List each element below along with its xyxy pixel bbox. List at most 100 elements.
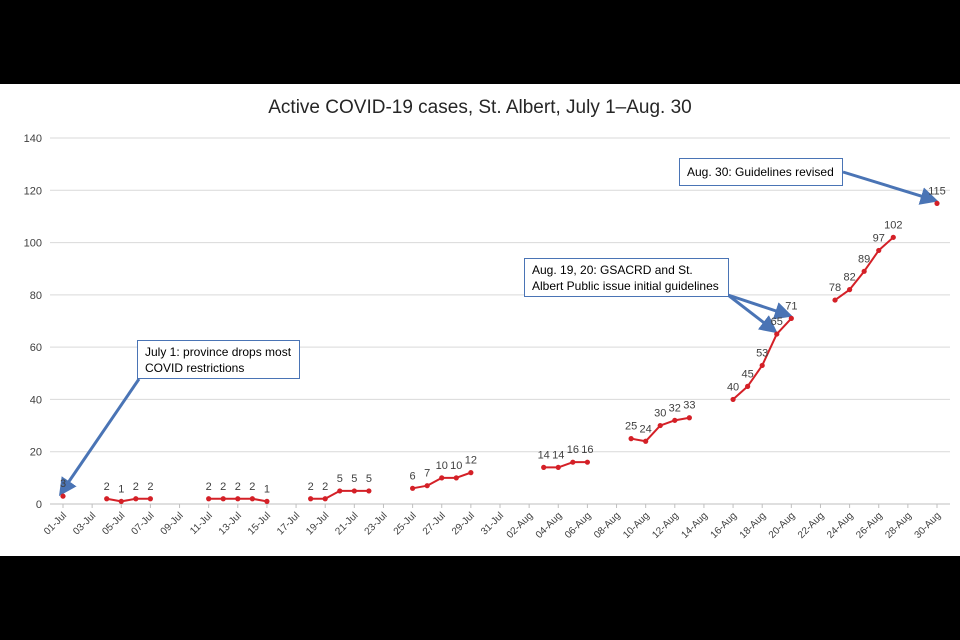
data-label-2021-07-07: 2 — [147, 481, 153, 493]
data-point-2021-08-17 — [745, 383, 751, 389]
data-point-2021-07-11 — [206, 496, 212, 502]
data-point-2021-07-12 — [220, 496, 226, 502]
data-label-2021-08-23: 78 — [829, 282, 841, 294]
data-point-2021-08-12 — [672, 417, 678, 423]
x-tick-label-26-Aug: 26-Aug — [854, 510, 885, 541]
data-label-2021-07-13: 2 — [235, 481, 241, 493]
x-tick-label-04-Aug: 04-Aug — [534, 510, 565, 541]
data-label-2021-07-22: 5 — [366, 473, 372, 485]
data-label-2021-07-11: 2 — [206, 481, 212, 493]
x-tick-label-27-Jul: 27-Jul — [421, 510, 448, 537]
annotation-arrow-1-1 — [727, 293, 793, 320]
data-point-2021-08-26 — [876, 247, 882, 254]
x-tick-label-23-Jul: 23-Jul — [363, 510, 390, 537]
x-tick-label-25-Jul: 25-Jul — [392, 510, 419, 537]
data-point-2021-07-19 — [322, 496, 328, 502]
x-tick-label-24-Aug: 24-Aug — [825, 510, 856, 541]
x-tick-label-02-Aug: 02-Aug — [505, 510, 536, 541]
data-label-2021-08-10: 24 — [640, 423, 652, 435]
data-label-2021-07-15: 1 — [264, 483, 270, 495]
annotation-arrows — [58, 170, 939, 497]
data-point-2021-07-27 — [439, 475, 445, 481]
x-tick-label-05-Jul: 05-Jul — [100, 510, 127, 537]
data-point-2021-07-14 — [249, 496, 255, 502]
data-point-2021-08-18 — [759, 362, 765, 369]
data-point-2021-08-25 — [861, 268, 867, 274]
x-tick-label-03-Jul: 03-Jul — [71, 510, 98, 537]
data-label-2021-07-20: 5 — [337, 473, 343, 485]
data-label-2021-07-06: 2 — [133, 481, 139, 493]
data-label-2021-07-05: 1 — [118, 483, 124, 495]
data-label-2021-07-19: 2 — [322, 481, 328, 493]
data-point-2021-07-13 — [235, 496, 241, 502]
data-point-2021-08-11 — [657, 422, 663, 429]
gridlines — [50, 137, 950, 505]
data-point-2021-08-19 — [774, 331, 780, 337]
x-tick-label-11-Jul: 11-Jul — [188, 510, 215, 537]
x-tick-label-16-Aug: 16-Aug — [709, 510, 740, 541]
x-tick-label-14-Aug: 14-Aug — [679, 510, 710, 541]
data-label-2021-08-19: 65 — [771, 316, 783, 328]
x-tick-label-20-Aug: 20-Aug — [767, 510, 798, 541]
data-label-2021-08-18: 53 — [756, 347, 768, 359]
data-point-2021-08-05 — [570, 459, 576, 465]
data-label-2021-07-18: 2 — [308, 481, 314, 493]
chart: Active COVID-19 cases, St. Albert, July … — [24, 97, 950, 541]
x-tick-label-29-Jul: 29-Jul — [450, 510, 477, 537]
data-label-2021-08-25: 89 — [858, 253, 870, 265]
data-point-2021-08-06 — [584, 459, 591, 465]
x-tick-label-30-Aug: 30-Aug — [913, 510, 944, 541]
data-point-2021-07-05 — [118, 498, 124, 504]
data-point-2021-07-22 — [366, 488, 372, 494]
chart-title: Active COVID-19 cases, St. Albert, July … — [268, 97, 691, 118]
data-point-2021-07-04 — [104, 496, 110, 502]
data-label-2021-07-14: 2 — [249, 481, 255, 493]
data-label-2021-07-04: 2 — [104, 481, 110, 493]
x-tick-label-17-Jul: 17-Jul — [275, 510, 302, 537]
data-label-2021-07-27: 10 — [436, 460, 448, 472]
y-tick-label-40: 40 — [30, 394, 42, 406]
data-point-2021-08-30 — [934, 200, 940, 206]
x-tick-label-09-Jul: 09-Jul — [159, 510, 186, 537]
data-label-2021-07-21: 5 — [351, 473, 357, 485]
data-point-2021-08-27 — [890, 234, 896, 240]
y-tick-label-140: 140 — [24, 133, 42, 145]
annotation-arrow-1-0 — [727, 293, 778, 334]
data-point-2021-08-09 — [628, 436, 634, 442]
callout-aug19: Aug. 19, 20: GSACRD and St. Albert Publi… — [524, 258, 729, 297]
data-label-2021-08-05: 16 — [567, 444, 579, 456]
data-point-2021-07-18 — [308, 496, 314, 502]
data-label-2021-08-13: 33 — [683, 400, 695, 412]
data-point-2021-07-20 — [337, 488, 343, 494]
data-label-2021-08-20: 71 — [785, 300, 797, 312]
data-label-2021-08-26: 97 — [873, 232, 885, 244]
data-label-2021-08-06: 16 — [581, 444, 593, 456]
data-point-2021-07-21 — [351, 488, 357, 494]
data-point-2021-08-04 — [555, 464, 561, 470]
annotation-arrow-2-0 — [842, 170, 939, 205]
y-tick-label-80: 80 — [30, 290, 42, 302]
data-point-2021-08-13 — [686, 415, 692, 421]
data-point-2021-07-28 — [453, 475, 459, 481]
data-label-2021-08-17: 45 — [742, 368, 754, 380]
data-point-2021-08-10 — [643, 438, 649, 444]
data-label-2021-08-27: 102 — [884, 219, 902, 231]
callout-july1-text: July 1: province drops most COVID restri… — [145, 345, 292, 375]
data-label-2021-07-12: 2 — [220, 481, 226, 493]
y-tick-label-120: 120 — [24, 185, 42, 197]
y-tick-label-20: 20 — [30, 447, 42, 459]
data-label-2021-07-28: 10 — [450, 460, 462, 472]
series-segment-8 — [834, 236, 894, 301]
data-label-2021-08-16: 40 — [727, 381, 739, 393]
data-label-2021-08-11: 30 — [654, 408, 666, 420]
data-point-2021-07-25 — [410, 485, 416, 491]
y-tick-label-60: 60 — [30, 342, 42, 354]
x-tick-label-12-Aug: 12-Aug — [650, 510, 681, 541]
x-tick-label-18-Aug: 18-Aug — [738, 510, 769, 541]
x-tick-label-31-Jul: 31-Jul — [479, 510, 506, 537]
data-label-2021-07-26: 7 — [424, 468, 430, 480]
callout-july1: July 1: province drops most COVID restri… — [137, 340, 300, 379]
data-label-2021-08-09: 25 — [625, 421, 637, 433]
